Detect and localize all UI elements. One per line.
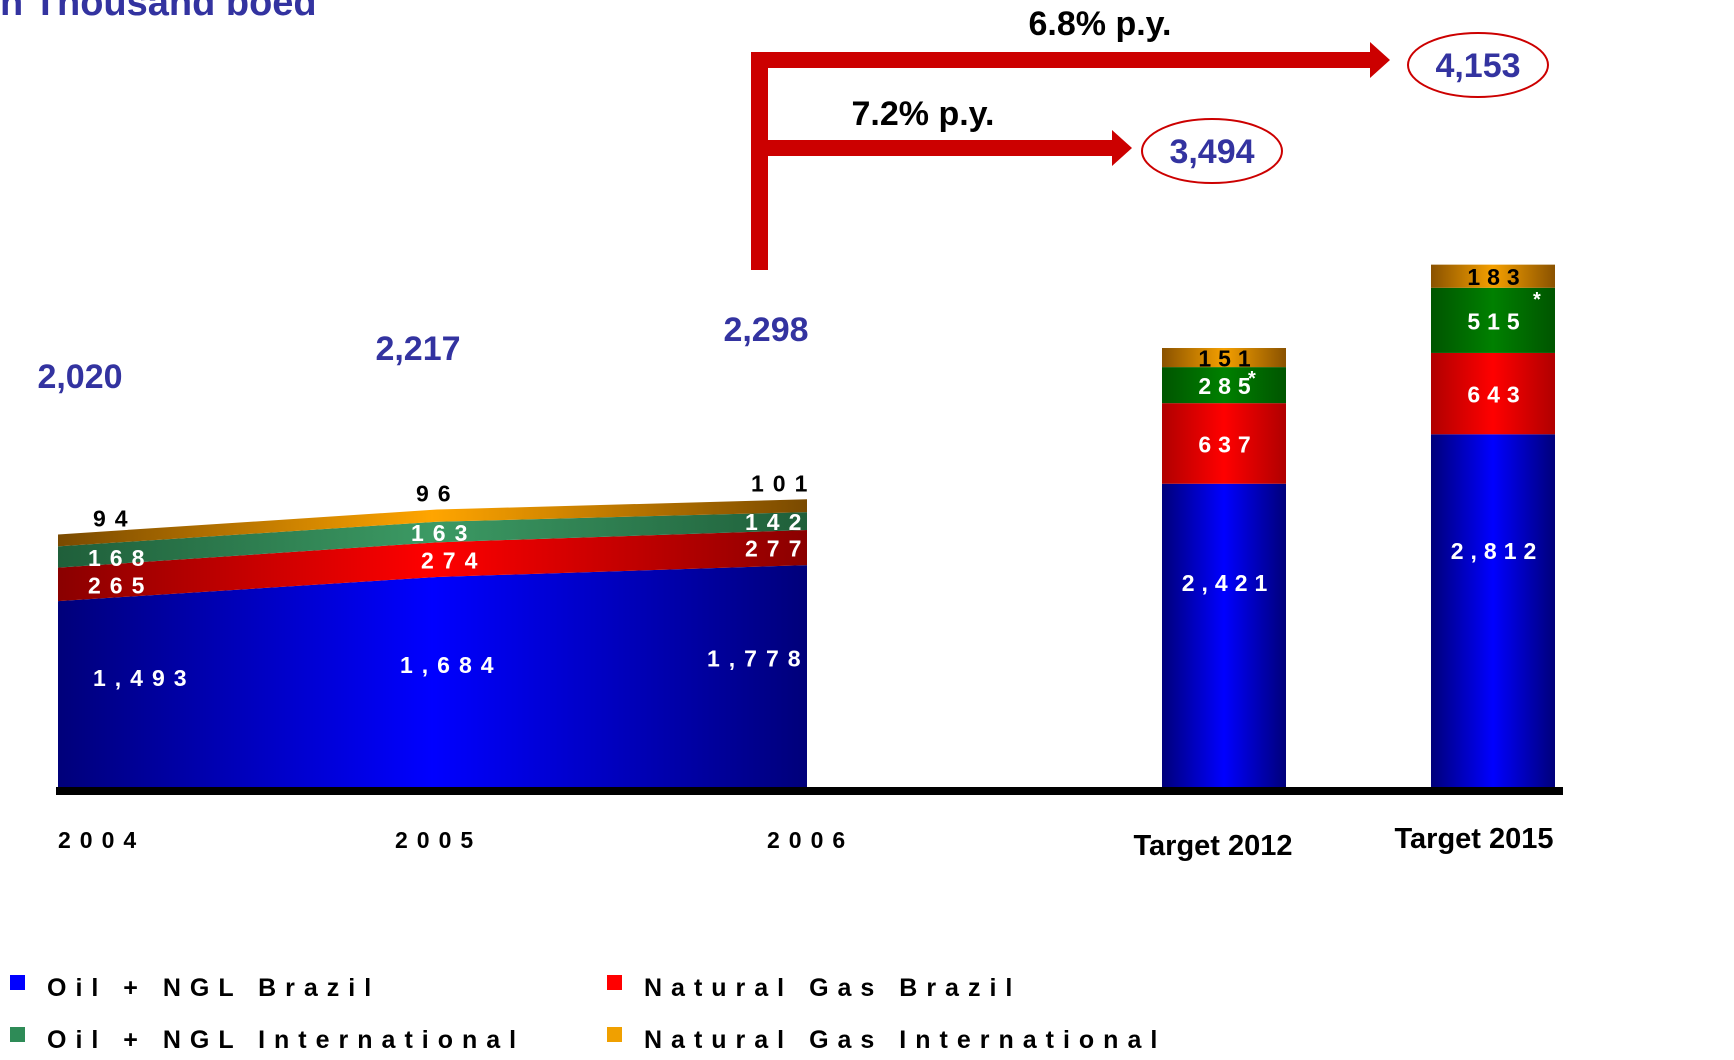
- data-label-gas-brazil-2005: 274: [421, 548, 486, 574]
- data-label-oil-brazil-2006: 1,778: [707, 645, 810, 671]
- growth-arrow-2015-head: [1370, 42, 1390, 78]
- data-label-oil-intl-2004: 168: [88, 545, 153, 571]
- total-label-2005: 2,217: [375, 330, 460, 368]
- data-label-oil-intl-target-2012: 285: [1198, 373, 1257, 399]
- x-tick-label-2005: 2005: [395, 827, 482, 853]
- legend-item-oil-intl: Oil + NGL International: [10, 1020, 525, 1060]
- asterisk-mark-target-2012: *: [1248, 368, 1256, 390]
- x-tick-label-target-2012: Target 2012: [1133, 830, 1292, 862]
- legend-label-gas-intl: Natural Gas International: [644, 1025, 1167, 1054]
- data-label-gas-brazil-target-2015: 643: [1467, 382, 1526, 408]
- data-label-gas-intl-target-2012: 151: [1198, 346, 1257, 372]
- chart-legend: Oil + NGL Brazil Natural Gas Brazil Oil …: [10, 968, 1210, 1058]
- chart-subtitle: n Thousand boed: [0, 0, 317, 24]
- x-tick-label-2004: 2004: [58, 827, 145, 853]
- data-label-oil-brazil-2005: 1,684: [400, 652, 503, 678]
- bar-gas-intl-target-2012: [1162, 348, 1286, 368]
- area-oil-intl: [58, 512, 807, 568]
- legend-label-oil-brazil: Oil + NGL Brazil: [47, 973, 381, 1002]
- area-oil-brazil: [58, 565, 807, 790]
- growth-arrow-2015-shaft: [751, 52, 1371, 68]
- growth-arrow-stem: [751, 52, 768, 270]
- data-label-oil-intl-target-2015: 515: [1467, 308, 1526, 334]
- bar-oil-intl-target-2012: [1162, 367, 1286, 404]
- growth-rate-label-2015: 6.8% p.y.: [1029, 5, 1172, 43]
- data-label-gas-intl-2004: 94: [93, 505, 137, 531]
- data-label-gas-intl-2006: 101: [751, 470, 816, 496]
- legend-item-gas-intl: Natural Gas International: [607, 1020, 1166, 1060]
- data-label-gas-intl-target-2015: 183: [1467, 264, 1526, 290]
- growth-arrow-2012-shaft: [760, 140, 1114, 156]
- total-label-target-2015: 4,153: [1435, 47, 1520, 85]
- legend-swatch-gas-brazil: [607, 974, 622, 990]
- bar-gas-brazil-target-2012: [1162, 403, 1286, 484]
- area-gas-brazil: [58, 530, 807, 602]
- total-label-target-2012: 3,494: [1169, 133, 1254, 171]
- area-gas-intl: [58, 499, 807, 547]
- legend-swatch-gas-intl: [607, 1026, 622, 1042]
- x-tick-label-target-2015: Target 2015: [1394, 823, 1553, 855]
- bar-oil-brazil-target-2015: [1431, 434, 1555, 790]
- data-label-oil-intl-2006: 142: [745, 509, 810, 535]
- legend-swatch-oil-intl: [10, 1026, 25, 1042]
- data-label-oil-brazil-2004: 1,493: [93, 665, 196, 691]
- growth-arrow-2012-head: [1112, 130, 1132, 166]
- x-tick-label-2006: 2006: [767, 827, 854, 853]
- bar-oil-brazil-target-2012: [1162, 483, 1286, 790]
- bar-oil-intl-target-2015: [1431, 287, 1555, 353]
- data-label-gas-brazil-target-2012: 637: [1198, 431, 1257, 457]
- legend-label-oil-intl: Oil + NGL International: [47, 1025, 526, 1054]
- bar-gas-intl-target-2015: [1431, 264, 1555, 288]
- total-label-2006: 2,298: [723, 311, 808, 349]
- bar-gas-brazil-target-2015: [1431, 352, 1555, 435]
- data-label-gas-brazil-2006: 277: [745, 536, 810, 562]
- legend-item-oil-brazil: Oil + NGL Brazil: [10, 968, 380, 1008]
- legend-swatch-oil-brazil: [10, 974, 25, 990]
- data-label-oil-brazil-target-2015: 2,812: [1451, 538, 1544, 564]
- total-ellipse-target-2012: [1141, 118, 1283, 184]
- data-label-oil-intl-2005: 163: [411, 520, 476, 546]
- legend-item-gas-brazil: Natural Gas Brazil: [607, 968, 1021, 1008]
- data-label-oil-brazil-target-2012: 2,421: [1182, 570, 1275, 596]
- asterisk-mark-target-2015: *: [1533, 289, 1541, 311]
- total-label-2004: 2,020: [37, 358, 122, 396]
- growth-rate-label-2012: 7.2% p.y.: [852, 95, 995, 133]
- total-ellipse-target-2015: [1407, 32, 1549, 98]
- data-label-gas-intl-2005: 96: [416, 481, 460, 507]
- legend-label-gas-brazil: Natural Gas Brazil: [644, 973, 1022, 1002]
- data-label-gas-brazil-2004: 265: [88, 572, 153, 598]
